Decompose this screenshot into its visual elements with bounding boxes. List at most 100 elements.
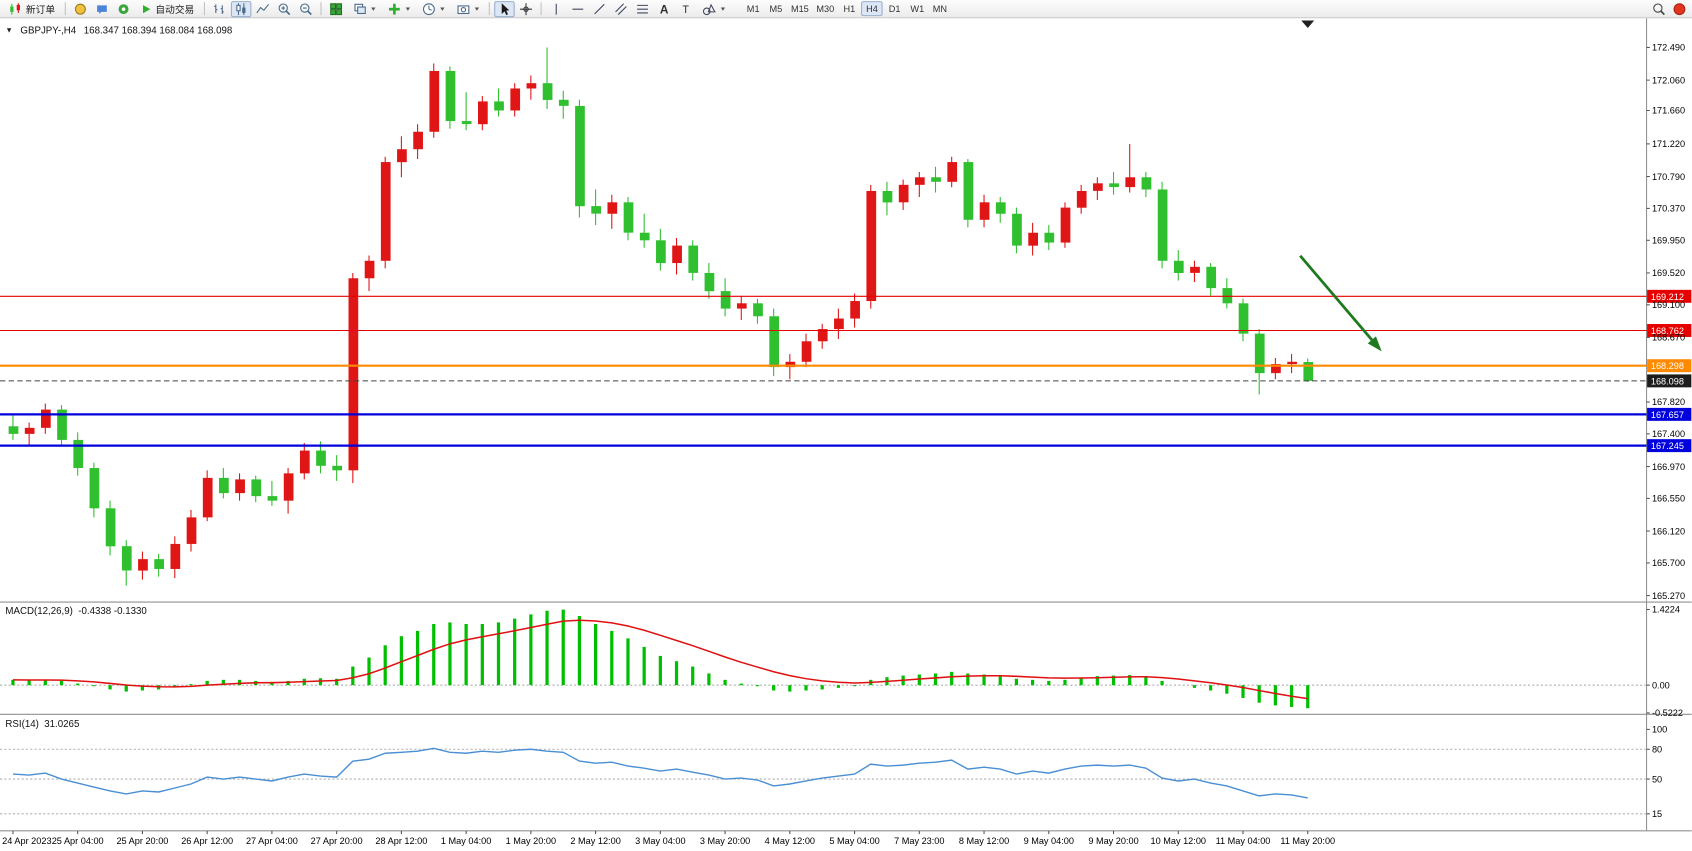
fibonacci-icon — [637, 4, 648, 13]
candle-up — [947, 162, 958, 182]
candle-down — [704, 272, 715, 292]
candle-down — [105, 508, 116, 547]
chart-title: ▼ GBPJPY-,H4 168.347 168.394 168.084 168… — [5, 25, 232, 36]
chevron-down-icon — [405, 7, 411, 11]
timeframe-h1-button[interactable]: H1 — [843, 3, 856, 15]
candle-down — [623, 202, 634, 233]
zoom-in-button[interactable] — [274, 1, 295, 17]
hline-price-tag — [1647, 324, 1692, 337]
vertical-line-button[interactable] — [546, 1, 567, 17]
trendline-icon — [594, 3, 605, 14]
community-button[interactable] — [92, 1, 113, 17]
label-tool-button[interactable]: T — [675, 1, 696, 17]
macd-tick-label: -0.5222 — [1652, 708, 1683, 718]
rsi-indicator-label: RSI(14) 31.0265 — [5, 719, 79, 730]
candle-down — [753, 303, 763, 317]
search-button[interactable] — [1649, 1, 1670, 17]
timeframe-d1-button[interactable]: D1 — [888, 3, 901, 15]
notification-badge[interactable] — [1673, 2, 1686, 15]
chart-area[interactable]: 169.212 168.762 168.298 168.098 167.657 167.2… — [0, 18, 1692, 851]
candle-up — [979, 202, 990, 220]
price-tick-label: 166.550 — [1652, 494, 1685, 504]
time-tick-label: 27 Apr 04:00 — [246, 836, 298, 846]
time-tick-label: 11 May 04:00 — [1216, 836, 1271, 846]
add-indicator-button[interactable] — [382, 1, 415, 17]
candle-down — [769, 316, 780, 368]
price-tick-label: 171.220 — [1652, 139, 1685, 149]
candle-down — [8, 426, 19, 434]
candle-up — [41, 409, 51, 428]
chevron-down-icon — [440, 7, 445, 11]
candle-down — [1222, 288, 1233, 304]
time-tick-label: 5 May 04:00 — [829, 836, 879, 846]
candle-up — [413, 131, 423, 150]
cursor-button[interactable] — [494, 0, 515, 17]
hline-price-tag — [1647, 289, 1692, 303]
line-chart-button[interactable] — [253, 1, 274, 17]
deposit-button[interactable] — [70, 1, 91, 17]
price-tick-label: 169.950 — [1652, 236, 1685, 246]
rsi-tick-label: 80 — [1652, 744, 1662, 754]
candle-down — [1157, 189, 1168, 261]
support-button[interactable] — [113, 1, 134, 17]
chart-surface[interactable]: 169.212 168.762 168.298 168.098 167.657 167.2… — [0, 18, 1692, 851]
timeframe-mn-button[interactable]: MN — [932, 3, 948, 15]
channel-icon — [615, 2, 627, 15]
candle-down — [89, 468, 100, 509]
new-order-button[interactable]: 新订单 — [3, 1, 60, 17]
svg-text:T: T — [682, 3, 689, 15]
candle-up — [397, 149, 407, 163]
period-button[interactable] — [417, 1, 450, 17]
shapes-button[interactable] — [697, 1, 730, 17]
timeframe-m5-button[interactable]: M5 — [769, 3, 783, 15]
candle-down — [575, 105, 585, 207]
auto-trading-button[interactable]: 自动交易 — [135, 1, 200, 17]
timeframe-m30-button[interactable]: M30 — [816, 3, 835, 15]
macd-signal-line — [12, 619, 1308, 700]
trend-arrow-head[interactable] — [1367, 336, 1382, 352]
crosshair-button[interactable] — [516, 1, 537, 17]
time-tick-label: 25 Apr 04:00 — [52, 836, 104, 846]
hline-price-tag-text: 168.762 — [1651, 326, 1684, 336]
price-tick-label: 172.060 — [1652, 75, 1685, 85]
separator — [320, 2, 322, 16]
tile-windows-icon — [330, 2, 343, 15]
chevron-down-icon — [474, 7, 480, 11]
timeframe-m15-button[interactable]: M15 — [790, 3, 809, 15]
one-click-trading-toggle[interactable]: ▼ — [5, 26, 13, 34]
trend-arrow[interactable] — [1299, 254, 1376, 345]
shapes-icon — [703, 3, 716, 15]
bar-chart-button[interactable] — [209, 1, 230, 17]
chart-shift-marker[interactable] — [1301, 20, 1315, 29]
auto-trading-label: 自动交易 — [155, 3, 195, 15]
candlestick-chart-button[interactable] — [230, 0, 252, 17]
tile-windows-button[interactable] — [326, 1, 347, 17]
coins-icon — [74, 3, 86, 15]
candle-up — [898, 184, 909, 203]
hline-price-tag — [1647, 439, 1692, 453]
candle-down — [332, 465, 343, 471]
timeframe-w1-button[interactable]: W1 — [910, 3, 925, 15]
symbol-period-label: GBPJPY-,H4 — [20, 24, 77, 36]
zoom-out-icon — [300, 2, 312, 15]
horizontal-line-button[interactable] — [568, 1, 589, 17]
channel-button[interactable] — [611, 1, 632, 17]
template-button[interactable] — [451, 1, 484, 17]
separator — [488, 2, 490, 16]
text-tool-button[interactable]: A — [654, 1, 675, 17]
vertical-line-icon — [555, 3, 557, 15]
candle-up — [429, 70, 440, 132]
zoom-out-button[interactable] — [296, 1, 317, 17]
chevron-down-icon — [720, 7, 726, 11]
rsi-name: RSI(14) — [5, 718, 39, 730]
search-icon — [1653, 2, 1665, 15]
cascade-windows-button[interactable] — [347, 1, 380, 17]
fibonacci-button[interactable] — [632, 1, 653, 17]
timeframe-m1-button[interactable]: M1 — [746, 3, 760, 15]
price-tick-label: 170.790 — [1652, 172, 1685, 182]
candle-down — [963, 162, 974, 220]
time-tick-label: 9 May 20:00 — [1088, 836, 1138, 846]
timeframe-h4-button[interactable]: H4 — [861, 1, 883, 17]
hline-price-tag — [1647, 359, 1692, 373]
trendline-button[interactable] — [589, 1, 610, 17]
